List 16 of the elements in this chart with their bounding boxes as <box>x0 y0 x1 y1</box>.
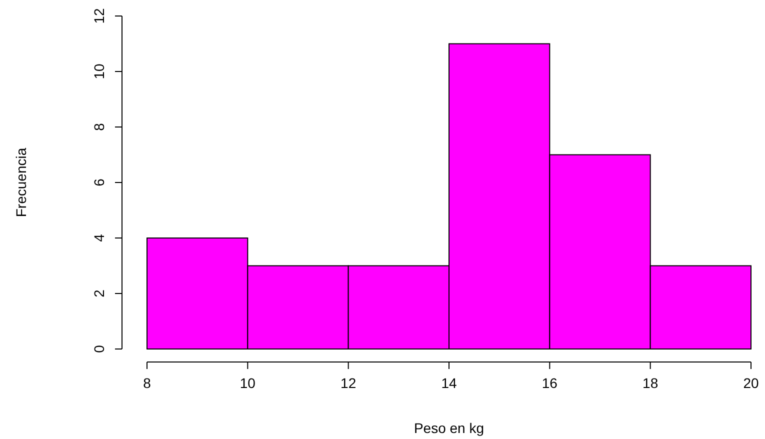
y-tick-label: 2 <box>91 289 107 298</box>
y-tick-label: 12 <box>91 8 107 24</box>
y-axis-title: Frecuencia <box>13 148 29 218</box>
y-tick-label: 4 <box>91 234 107 242</box>
x-axis-title: Peso en kg <box>414 420 484 436</box>
x-tick-label: 16 <box>542 375 558 391</box>
x-tick-label: 10 <box>240 375 256 391</box>
y-tick-label: 6 <box>91 178 107 186</box>
x-tick-label: 14 <box>441 375 457 391</box>
x-tick-label: 8 <box>143 375 152 391</box>
x-tick-label: 18 <box>642 375 658 391</box>
y-tick-label: 8 <box>91 122 107 131</box>
x-tick-label: 12 <box>340 375 356 391</box>
y-tick-label: 0 <box>91 344 107 353</box>
y-tick-label: 10 <box>91 64 107 80</box>
x-tick-label: 20 <box>743 375 759 391</box>
